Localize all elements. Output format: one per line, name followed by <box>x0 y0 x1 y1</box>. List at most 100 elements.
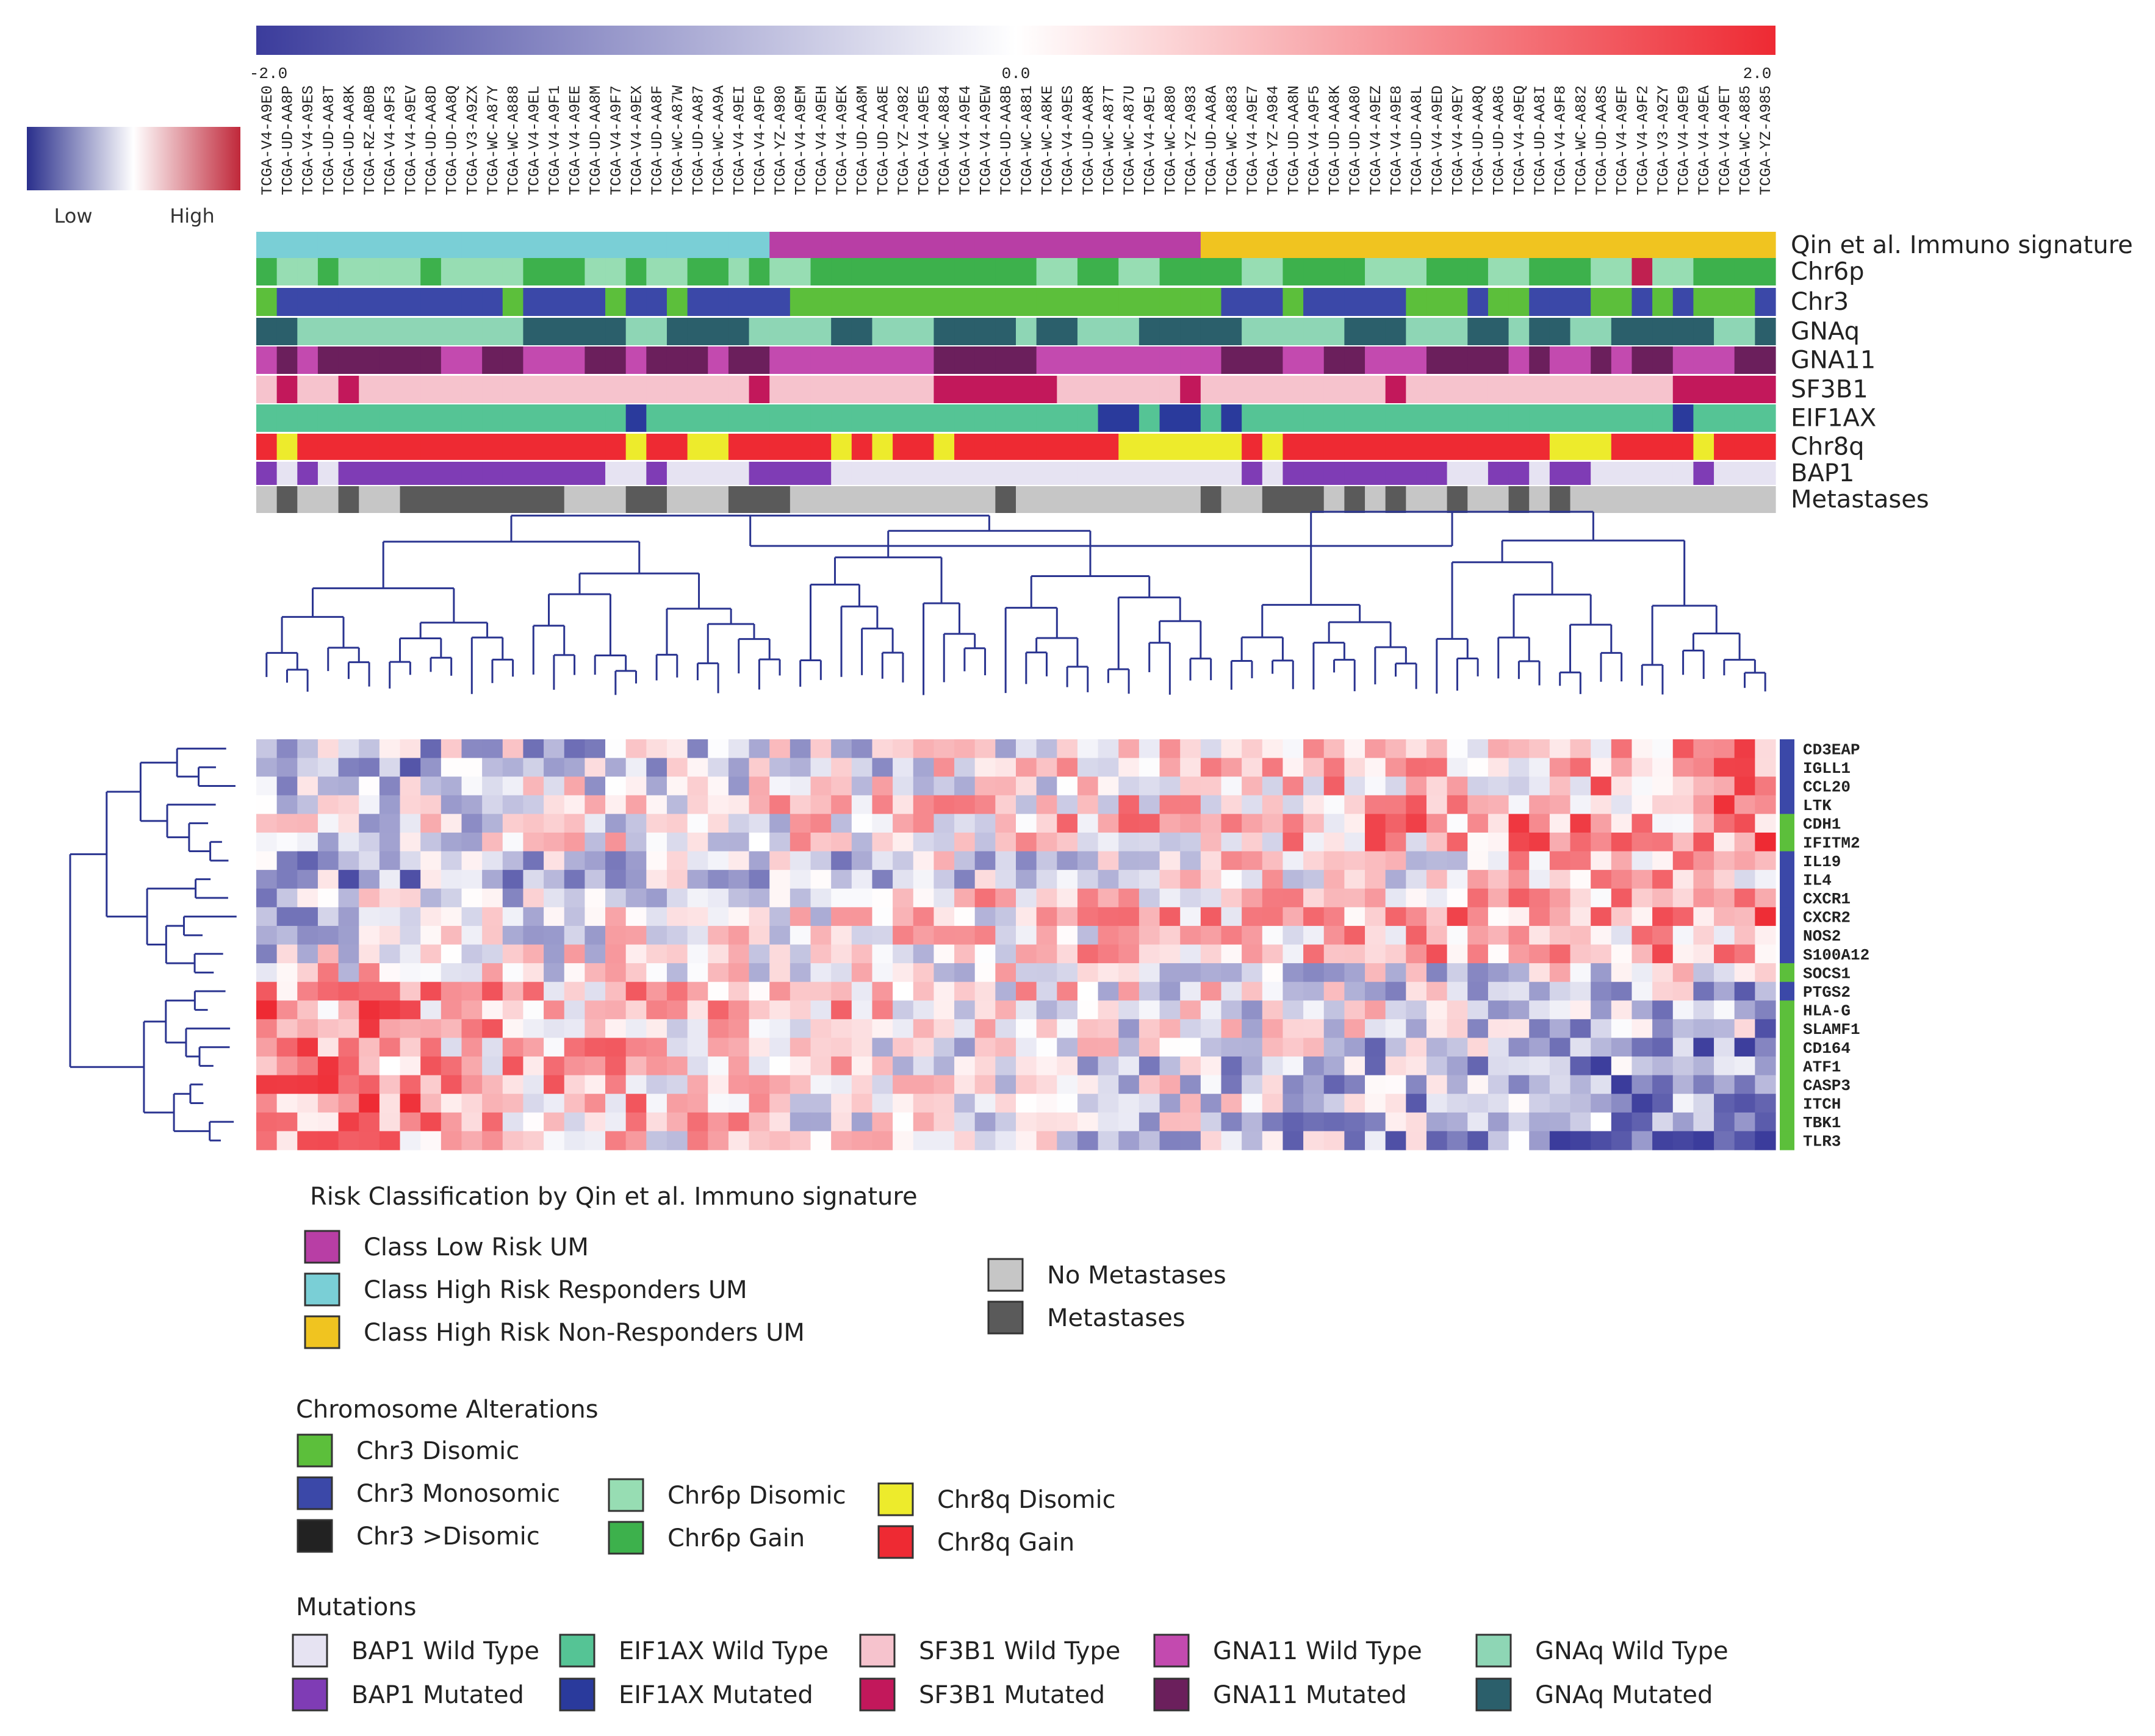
heatmap-cell <box>276 1094 298 1113</box>
annotation-cell <box>1221 404 1242 432</box>
heatmap-cell <box>954 1000 976 1020</box>
annotation-cell <box>1508 258 1530 285</box>
annotation-cell <box>544 318 565 345</box>
annotation-cell <box>441 376 462 403</box>
annotation-cell <box>1180 258 1201 285</box>
annotation-cell <box>954 232 976 259</box>
heatmap-cell <box>1159 870 1181 889</box>
sample-label: TCGA-UD-AA80 <box>1347 85 1364 195</box>
heatmap-cell <box>379 777 401 796</box>
heatmap-cell <box>1098 1094 1119 1113</box>
sample-label: TCGA-UD-AA8F <box>649 85 666 195</box>
annotation-cell <box>276 404 298 432</box>
heatmap-cell <box>1488 851 1509 870</box>
heatmap-cell <box>954 795 976 814</box>
annotation-cell <box>1591 486 1612 513</box>
heatmap-cell <box>297 888 318 908</box>
annotation-cell <box>1734 486 1755 513</box>
annotation-bars <box>256 232 1776 513</box>
heatmap-cell <box>974 795 996 814</box>
annotation-cell <box>256 318 278 345</box>
heatmap-cell <box>585 1075 606 1094</box>
annotation-cell <box>995 258 1016 285</box>
heatmap-cell <box>1365 739 1386 759</box>
annotation-cell <box>1221 376 1242 403</box>
heatmap-cell <box>1077 1000 1099 1020</box>
heatmap-cell <box>256 870 278 889</box>
heatmap-cell <box>317 795 339 814</box>
heatmap-cell <box>1529 758 1550 777</box>
annotation-cell <box>1118 258 1140 285</box>
heatmap-cell <box>1159 1019 1181 1039</box>
annotation-cell <box>1077 232 1099 259</box>
annotation-cell <box>1549 462 1571 485</box>
heatmap-cell <box>1632 944 1653 964</box>
heatmap-cell <box>1323 1112 1345 1132</box>
annotation-cell <box>1016 434 1037 460</box>
heatmap-cell <box>1323 963 1345 983</box>
heatmap-cell <box>1652 851 1674 870</box>
heatmap-cell <box>1734 758 1755 777</box>
heatmap-cell <box>297 1131 318 1150</box>
heatmap-cell <box>1467 907 1489 927</box>
heatmap-cell <box>1283 795 1304 814</box>
heatmap-cell <box>1057 1131 1078 1150</box>
sample-label: TCGA-V4-A9F1 <box>546 85 564 195</box>
annotation-cell <box>769 434 791 460</box>
heatmap-cell <box>297 1038 318 1057</box>
annotation-cell <box>831 232 852 259</box>
heatmap-cell <box>564 1038 585 1057</box>
heatmap-cell <box>1693 870 1714 889</box>
heatmap-cell <box>1098 777 1119 796</box>
annotation-cell <box>851 288 873 316</box>
heatmap-cell <box>1036 758 1057 777</box>
heatmap-cell <box>810 888 832 908</box>
heatmap-cell <box>1549 907 1571 927</box>
heatmap-cell <box>1200 925 1222 945</box>
heatmap-cell <box>1385 944 1406 964</box>
heatmap-cell <box>1611 851 1633 870</box>
heatmap-cell <box>1098 1131 1119 1150</box>
heatmap-cell <box>1159 944 1181 964</box>
heatmap-cell <box>256 1019 278 1039</box>
heatmap-cell <box>1118 758 1140 777</box>
heatmap-cell <box>1734 1038 1755 1057</box>
heatmap-cell <box>1652 870 1674 889</box>
heatmap-cell <box>276 981 298 1001</box>
annotation-cell <box>1632 232 1653 259</box>
heatmap-cell <box>420 777 442 796</box>
annotation-cell <box>1672 376 1694 403</box>
annotation-cell <box>502 376 524 403</box>
heatmap-cell <box>1714 963 1735 983</box>
heatmap-cell <box>934 1075 955 1094</box>
heatmap-cell <box>1591 851 1612 870</box>
heatmap-cell <box>769 907 791 927</box>
heatmap-cell <box>1016 758 1037 777</box>
heatmap-cell <box>1344 851 1365 870</box>
annotation-cell <box>502 258 524 285</box>
heatmap-cell <box>1755 1000 1776 1020</box>
heatmap-cell <box>934 888 955 908</box>
annotation-cell <box>893 404 914 432</box>
heatmap-cell <box>605 1019 627 1039</box>
heatmap-cell <box>276 795 298 814</box>
annotation-cell <box>1221 462 1242 485</box>
heatmap-cell <box>1406 758 1427 777</box>
annotation-cell <box>1262 288 1284 316</box>
gene-label: CD164 <box>1803 1039 1851 1058</box>
heatmap-cell <box>1549 1075 1571 1094</box>
annotation-cell <box>1714 258 1735 285</box>
heatmap-cell <box>1365 888 1386 908</box>
heatmap-cell <box>934 1094 955 1113</box>
heatmap-cell <box>1734 1019 1755 1039</box>
heatmap-cell <box>934 1056 955 1076</box>
annotation-cell <box>256 258 278 285</box>
heatmap-cell <box>359 1038 380 1057</box>
heatmap-cell <box>297 758 318 777</box>
annotation-cell <box>1036 232 1057 259</box>
heatmap-cell <box>1036 832 1057 852</box>
heatmap-cell <box>1139 1000 1160 1020</box>
heatmap-cell <box>666 795 688 814</box>
annotation-cell <box>974 318 996 345</box>
heatmap-cell <box>728 1056 750 1076</box>
